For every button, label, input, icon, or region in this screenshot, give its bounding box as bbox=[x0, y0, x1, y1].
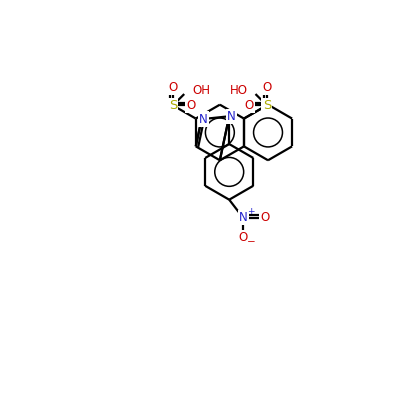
Text: OH: OH bbox=[192, 84, 210, 96]
Text: O: O bbox=[260, 211, 269, 224]
Text: S: S bbox=[169, 99, 177, 112]
Text: −: − bbox=[247, 237, 256, 247]
Text: N: N bbox=[239, 211, 248, 224]
Text: N: N bbox=[199, 113, 208, 126]
Text: HO: HO bbox=[230, 84, 248, 96]
Text: O: O bbox=[186, 99, 196, 112]
Text: O: O bbox=[238, 231, 248, 244]
Text: O: O bbox=[244, 99, 253, 112]
Text: O: O bbox=[262, 81, 272, 94]
Text: S: S bbox=[263, 99, 271, 112]
Text: N: N bbox=[227, 110, 236, 123]
Text: +: + bbox=[247, 207, 255, 216]
Text: O: O bbox=[168, 81, 178, 94]
